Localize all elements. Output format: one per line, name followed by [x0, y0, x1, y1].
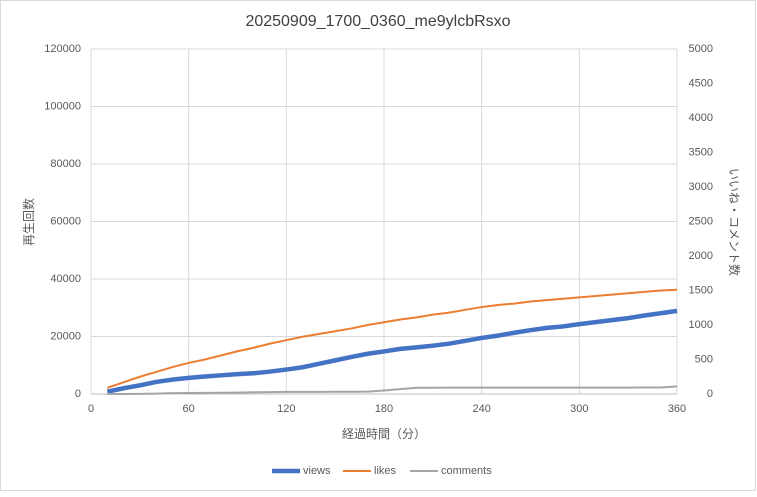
y-tick-label: 80000	[50, 158, 81, 170]
y-tick-label: 0	[75, 388, 81, 400]
x-tick-label: 360	[668, 403, 686, 415]
y2-tick-label: 3500	[689, 146, 713, 158]
y2-tick-label: 1000	[689, 319, 713, 331]
y2-tick-label: 4000	[689, 112, 713, 124]
series-line	[106, 308, 678, 394]
x-tick-label: 240	[472, 403, 490, 415]
y2-axis-label: いいね・コメント数	[727, 168, 742, 276]
y2-tick-label: 3000	[689, 181, 713, 193]
y-tick-label: 40000	[50, 273, 81, 285]
y2-tick-label: 1500	[689, 284, 713, 296]
x-axis-label: 経過時間（分）	[342, 427, 426, 441]
y-axis-label: 再生回数	[21, 198, 36, 246]
x-tick-label: 300	[570, 403, 588, 415]
y2-tick-label: 0	[707, 388, 713, 400]
x-tick-label: 60	[183, 403, 195, 415]
x-tick-label: 120	[277, 403, 295, 415]
y2-tick-label: 500	[695, 353, 713, 365]
y-tick-label: 60000	[50, 215, 81, 227]
legend-label: views	[303, 465, 331, 477]
x-tick-label: 0	[88, 403, 94, 415]
y-tick-label: 20000	[50, 330, 81, 342]
x-tick-label: 180	[375, 403, 393, 415]
y-tick-label: 100000	[44, 100, 81, 112]
series-line	[107, 385, 678, 395]
y-tick-label: 120000	[44, 43, 81, 55]
y2-tick-label: 2000	[689, 250, 713, 262]
y2-tick-label: 5000	[689, 43, 713, 55]
legend-label: comments	[441, 465, 492, 477]
series-line	[106, 288, 678, 389]
legend-label: likes	[374, 465, 397, 477]
y2-tick-label: 4500	[689, 77, 713, 89]
chart-title: 20250909_1700_0360_me9ylcbRsxo	[245, 13, 510, 30]
y2-tick-label: 2500	[689, 215, 713, 227]
